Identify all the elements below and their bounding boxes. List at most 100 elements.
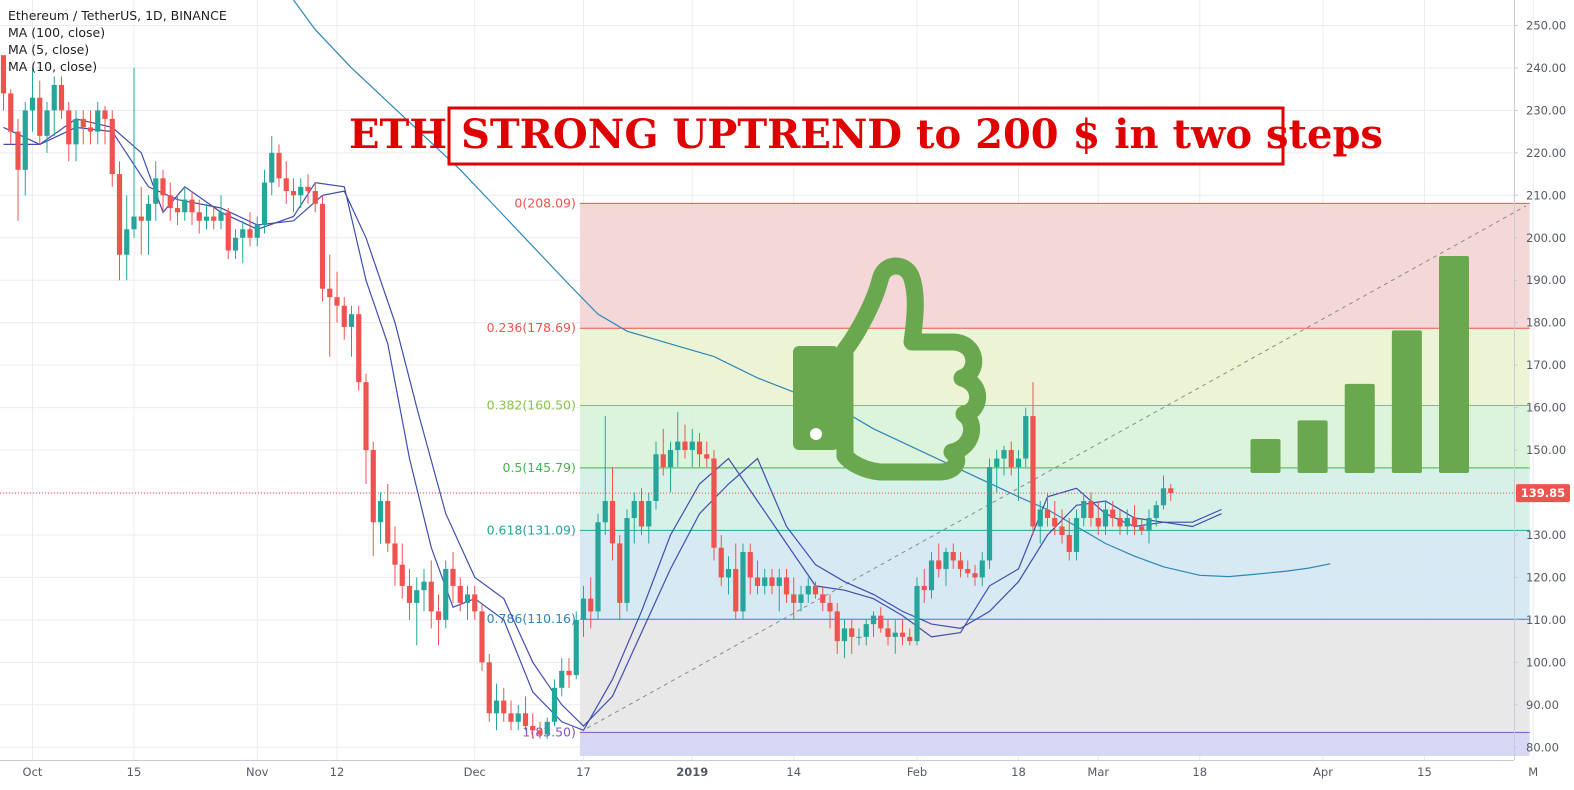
candle-body: [805, 585, 811, 595]
candle-body: [704, 454, 710, 459]
candle-bearish: [733, 543, 739, 620]
y-tick-label: 200.00: [1526, 231, 1566, 245]
candle-bearish: [957, 551, 964, 578]
candle-body: [493, 700, 500, 714]
candle-bearish: [617, 534, 623, 620]
candle-body: [1146, 517, 1152, 531]
candle-body: [167, 195, 173, 209]
candle-bullish: [240, 220, 246, 264]
candle-body: [102, 110, 108, 119]
candle-bearish: [160, 169, 166, 213]
candle-body: [131, 216, 137, 230]
candle-bearish: [1030, 382, 1036, 535]
y-tick-label: 120.00: [1526, 570, 1566, 584]
candle-bullish: [1102, 501, 1109, 535]
candle-bearish: [290, 178, 297, 213]
x-tick-label: 2019: [676, 765, 708, 779]
signal-bar: [1297, 420, 1328, 473]
candle-bullish: [29, 67, 36, 132]
x-tick-label: Dec: [464, 765, 486, 779]
candle-bearish: [385, 484, 391, 552]
candle-bearish: [609, 467, 616, 561]
candle-body: [1131, 517, 1138, 527]
candle-bearish: [319, 195, 326, 302]
candle-bearish: [435, 594, 442, 646]
candle-bullish: [377, 492, 384, 544]
candle-body: [160, 178, 166, 196]
candle-bullish: [1146, 509, 1152, 544]
candle-bullish: [551, 679, 558, 727]
x-tick-label: 12: [330, 765, 345, 779]
candle-body: [849, 628, 855, 637]
candle-bearish: [1008, 441, 1014, 476]
candle-body: [1015, 458, 1022, 468]
candle-body: [856, 636, 862, 638]
candle-body: [551, 687, 558, 722]
candle-bullish: [776, 568, 782, 612]
indicator-ma5[interactable]: MA (5, close): [8, 42, 89, 57]
x-tick-label: Oct: [23, 765, 43, 779]
y-tick-label: 250.00: [1526, 18, 1566, 32]
fib-level-label: 0(208.09): [514, 195, 575, 210]
candle-body: [994, 458, 1000, 468]
y-tick-label: 190.00: [1526, 273, 1566, 287]
candle-body: [399, 564, 405, 586]
candle-body: [1044, 509, 1051, 518]
candle-body: [972, 573, 978, 578]
candle-bullish: [740, 543, 746, 620]
candle-bullish: [841, 619, 848, 659]
candle-bullish: [232, 229, 239, 259]
candle-bullish: [892, 619, 898, 654]
candle-bearish: [827, 594, 833, 629]
candle-body: [341, 305, 347, 327]
candle-bearish: [58, 76, 65, 119]
candle-body: [472, 594, 478, 612]
candle-body: [435, 611, 442, 620]
candle-body: [965, 568, 971, 574]
y-tick-label: 110.00: [1526, 613, 1566, 627]
candle-body: [653, 454, 659, 502]
candle-body: [783, 577, 790, 595]
candle-body: [247, 229, 253, 238]
candle-body: [51, 84, 57, 111]
x-tick-label: Mar: [1087, 765, 1109, 779]
candle-body: [624, 517, 630, 603]
candle-bearish: [102, 106, 108, 145]
candle-body: [1037, 509, 1043, 527]
candle-bearish: [138, 186, 144, 255]
candle-bullish: [994, 450, 1000, 493]
symbol-title[interactable]: Ethereum / TetherUS, 1D, BINANCE: [8, 8, 227, 23]
y-tick-label: 230.00: [1526, 103, 1566, 117]
candle-bearish: [174, 195, 181, 226]
candle-body: [1030, 416, 1036, 527]
candle-body: [580, 598, 587, 620]
signal-bar: [1391, 330, 1422, 473]
fib-level-label: 0.5(145.79): [503, 460, 576, 475]
candle-body: [609, 501, 616, 544]
candle-body: [522, 713, 529, 727]
candle-body: [820, 594, 826, 603]
candle-bullish: [1081, 492, 1087, 527]
candle-bullish: [95, 101, 101, 145]
candle-bearish: [392, 526, 398, 586]
indicator-ma10[interactable]: MA (10, close): [8, 59, 97, 74]
candle-body: [182, 199, 188, 213]
candle-body: [153, 178, 159, 204]
fib-zone: [579, 328, 1530, 406]
candle-body: [486, 662, 492, 714]
candle-body: [80, 118, 86, 128]
candle-body: [921, 585, 927, 591]
candle-bullish: [870, 611, 877, 637]
candle-body: [29, 97, 36, 111]
candle-bullish: [1124, 509, 1130, 535]
ma10-line: [3, 126, 1222, 727]
y-tick-label: 210.00: [1526, 188, 1566, 202]
candle-body: [464, 594, 471, 603]
indicator-ma100[interactable]: MA (100, close): [8, 25, 105, 40]
candle-bullish: [1001, 445, 1007, 476]
candle-body: [290, 191, 297, 196]
candle-body: [298, 186, 304, 196]
candle-bullish: [856, 628, 862, 646]
